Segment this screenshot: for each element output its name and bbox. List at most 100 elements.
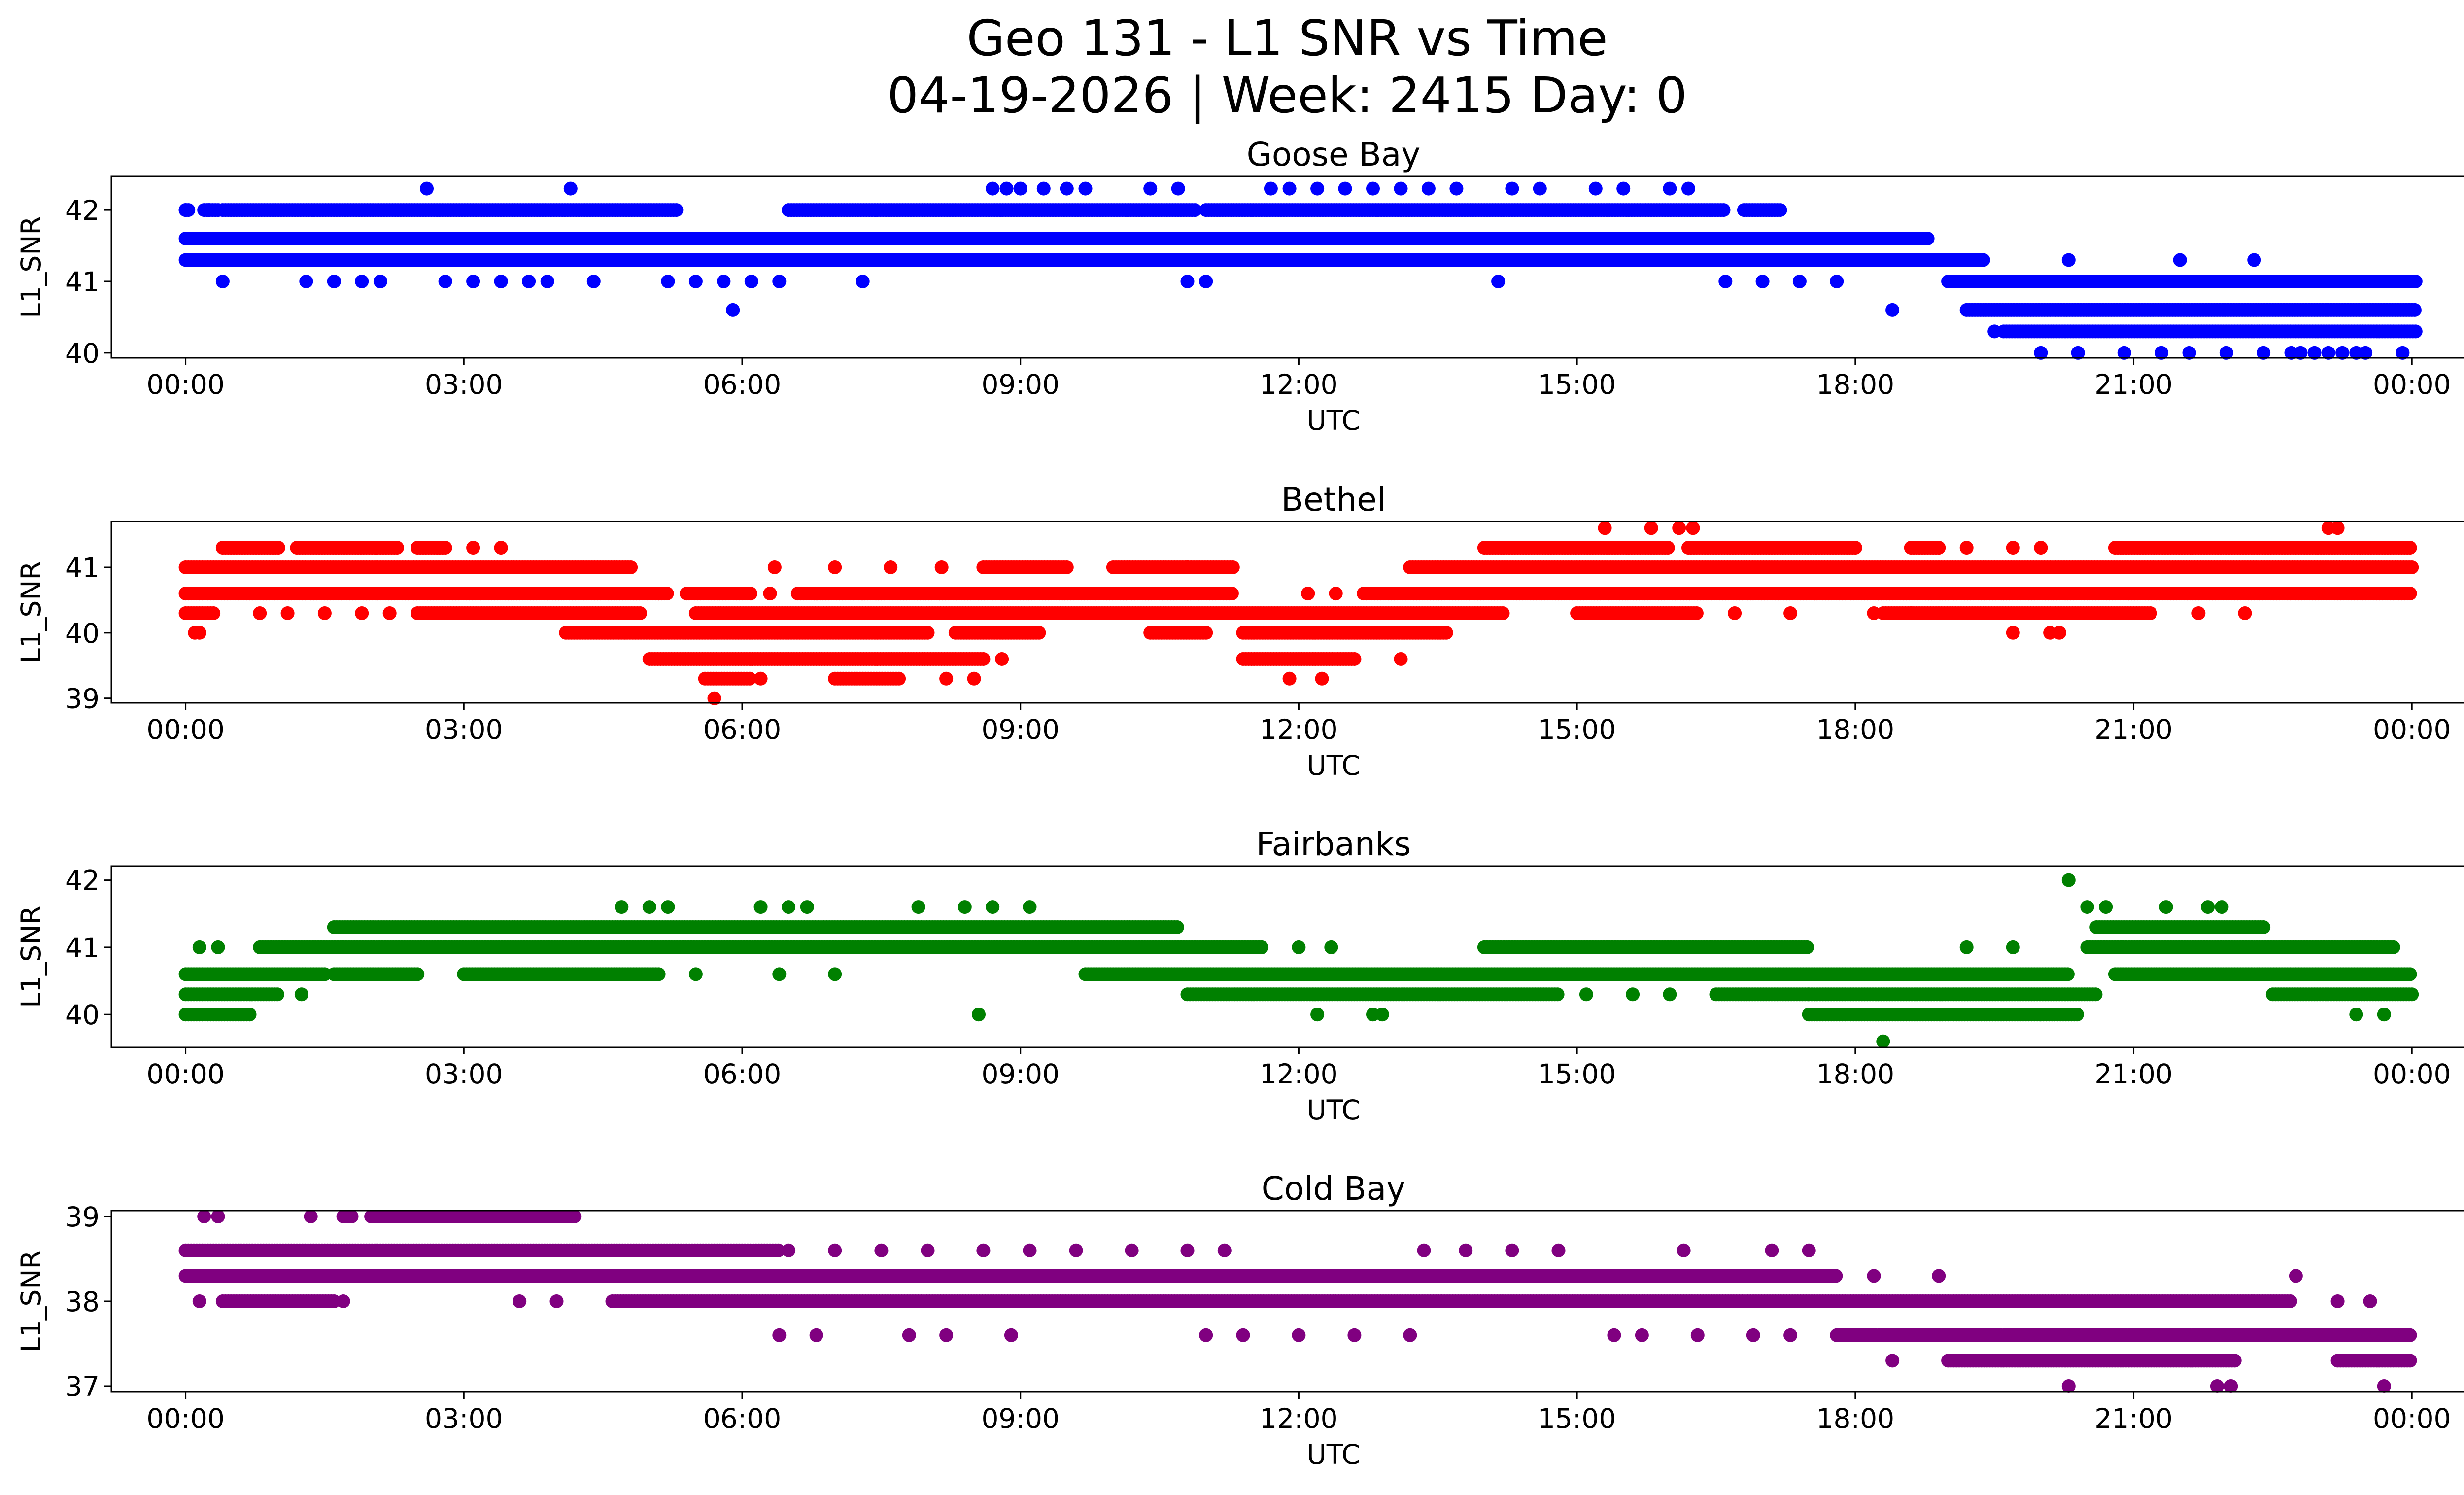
- data-point: [1616, 181, 1631, 196]
- x-tick-label: 12:00: [1260, 369, 1338, 400]
- data-point: [1533, 181, 1547, 196]
- data-point: [1718, 275, 1733, 288]
- data-point: [726, 303, 740, 317]
- data-point: [540, 275, 554, 288]
- data-point: [2257, 346, 2271, 360]
- data-point: [856, 275, 870, 288]
- x-tick-label: 18:00: [1816, 369, 1895, 400]
- data-point: [1792, 275, 1807, 288]
- data-point: [2321, 346, 2335, 360]
- x-axis-label: UTC: [1306, 405, 1360, 436]
- x-tick-label: 00:00: [146, 369, 225, 400]
- data-point: [688, 275, 703, 288]
- data-point: [2143, 606, 2157, 620]
- data-point: [2034, 346, 2048, 360]
- data-point: [2117, 346, 2131, 360]
- data-point: [1885, 303, 1900, 317]
- data-point: [2293, 346, 2308, 360]
- data-point: [2396, 346, 2410, 360]
- data-point: [661, 275, 675, 288]
- data-point: [1421, 181, 1436, 196]
- data-point: [299, 275, 313, 288]
- data-point: [1987, 324, 2002, 339]
- chart-title-line2: 04-19-2026 | Week: 2415 Day: 0: [887, 67, 1687, 124]
- data-point: [206, 606, 221, 620]
- data-point: [1681, 181, 1695, 196]
- x-tick-label: 06:00: [703, 369, 782, 400]
- data-point: [2080, 275, 2094, 288]
- data-point: [1171, 181, 1185, 196]
- data-point: [1078, 181, 1093, 196]
- data-point: [1439, 626, 1453, 640]
- data-point: [1264, 181, 1278, 196]
- data-point: [1338, 181, 1352, 196]
- data-point: [2407, 303, 2422, 317]
- data-point: [772, 275, 787, 288]
- data-point: [1848, 541, 1862, 555]
- data-point: [1013, 181, 1027, 196]
- x-tick-label: 15:00: [1538, 369, 1616, 400]
- data-point: [438, 541, 452, 555]
- data-point: [1347, 652, 1362, 666]
- data-point: [1394, 181, 1408, 196]
- data-point: [2359, 346, 2373, 360]
- data-point: [327, 275, 341, 288]
- data-point: [1199, 275, 1213, 288]
- data-point: [1188, 203, 1202, 217]
- x-tick-label: 21:00: [2094, 369, 2173, 400]
- subplot-title: Goose Bay: [1247, 136, 1421, 174]
- data-point: [1773, 203, 1787, 217]
- data-point: [633, 606, 647, 620]
- data-point: [2155, 346, 2168, 360]
- data-point: [373, 275, 387, 288]
- data-point: [215, 275, 230, 288]
- y-axis-label: L1_SNR: [15, 216, 47, 318]
- data-point: [1032, 626, 1046, 640]
- data-point: [1180, 275, 1195, 288]
- data-point: [2335, 346, 2350, 360]
- data-point: [2163, 275, 2178, 288]
- data-point: [744, 275, 758, 288]
- data-point: [1060, 181, 1074, 196]
- data-point: [390, 541, 404, 555]
- data-point: [1226, 560, 1240, 574]
- x-tick-label: 00:00: [2373, 369, 2451, 400]
- data-point: [1505, 181, 1519, 196]
- data-point: [1060, 560, 1074, 574]
- data-point: [1830, 275, 1844, 288]
- data-point: [2201, 275, 2215, 288]
- data-point: [999, 181, 1014, 196]
- data-point: [271, 541, 285, 555]
- data-point: [1661, 541, 1675, 555]
- data-point: [563, 181, 578, 196]
- subplot-title: Bethel: [1281, 481, 1386, 519]
- data-point: [2403, 587, 2417, 601]
- data-point: [1588, 181, 1603, 196]
- data-point: [420, 181, 434, 196]
- y-tick-label: 42: [65, 195, 100, 226]
- data-point: [976, 652, 991, 666]
- data-point: [2408, 275, 2423, 288]
- data-point: [1282, 181, 1297, 196]
- data-point: [921, 626, 935, 640]
- data-point: [2247, 253, 2261, 267]
- data-point: [1976, 253, 1990, 267]
- data-point: [1496, 606, 1510, 620]
- data-point: [1932, 541, 1946, 555]
- data-point: [1920, 232, 1935, 245]
- data-point: [1143, 181, 1158, 196]
- data-point: [1689, 606, 1704, 620]
- data-point: [2284, 275, 2298, 288]
- data-point: [522, 275, 536, 288]
- data-point: [1449, 181, 1464, 196]
- data-point: [1663, 181, 1677, 196]
- data-point: [586, 275, 601, 288]
- data-point: [466, 275, 480, 288]
- data-point: [1036, 181, 1051, 196]
- data-point: [743, 587, 757, 601]
- data-point: [2071, 346, 2085, 360]
- x-tick-label: 09:00: [981, 369, 1060, 400]
